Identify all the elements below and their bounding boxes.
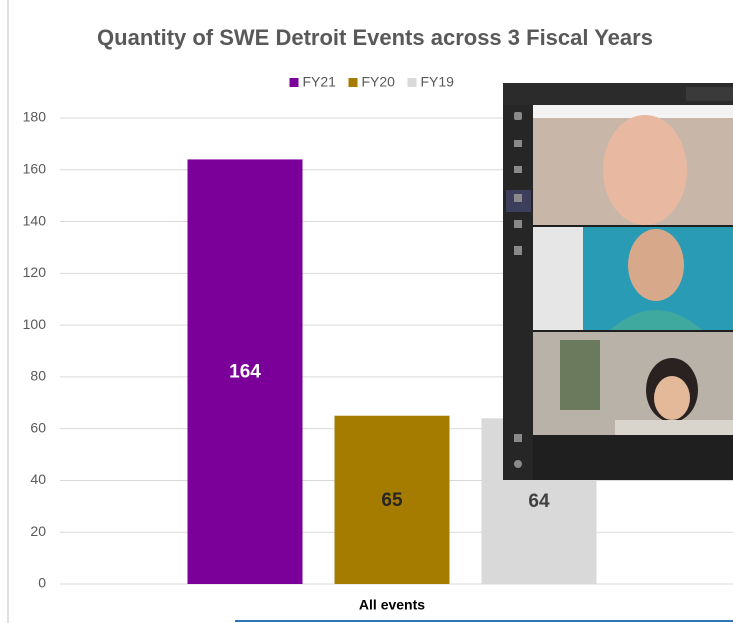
video-call-overlay	[503, 83, 733, 480]
data-label: 64	[528, 491, 550, 512]
x-tick-label: All events	[359, 597, 425, 613]
participant	[603, 115, 687, 225]
y-tick-label: 120	[23, 264, 47, 280]
participant-body	[610, 310, 702, 330]
title-bar	[503, 83, 733, 105]
legend-label: FY21	[303, 74, 337, 90]
participant	[628, 229, 684, 301]
legend-swatch	[407, 78, 417, 87]
y-tick-label: 60	[30, 419, 46, 435]
y-tick-label: 80	[30, 368, 46, 384]
participant	[654, 376, 690, 420]
chart-title: Quantity of SWE Detroit Events across 3 …	[97, 25, 653, 50]
search-box	[686, 87, 733, 101]
couch	[615, 420, 733, 435]
legend-label: FY20	[362, 74, 396, 90]
y-tick-label: 180	[23, 109, 47, 125]
painting	[560, 340, 600, 410]
y-tick-label: 20	[30, 523, 46, 539]
data-label: 164	[229, 362, 261, 383]
legend-label: FY19	[421, 74, 455, 90]
sidebar-icons	[514, 112, 522, 468]
y-tick-label: 100	[23, 316, 47, 332]
y-tick-label: 0	[38, 575, 46, 591]
bar	[187, 159, 303, 584]
door	[533, 227, 583, 330]
y-tick-label: 140	[23, 212, 47, 228]
bar	[334, 415, 450, 584]
y-tick-label: 40	[30, 471, 46, 487]
data-label: 65	[381, 490, 403, 511]
sidebar	[503, 105, 533, 480]
y-tick-label: 160	[23, 160, 47, 176]
legend-swatch	[348, 78, 358, 87]
legend-swatch	[289, 78, 299, 87]
call-header	[533, 105, 733, 118]
